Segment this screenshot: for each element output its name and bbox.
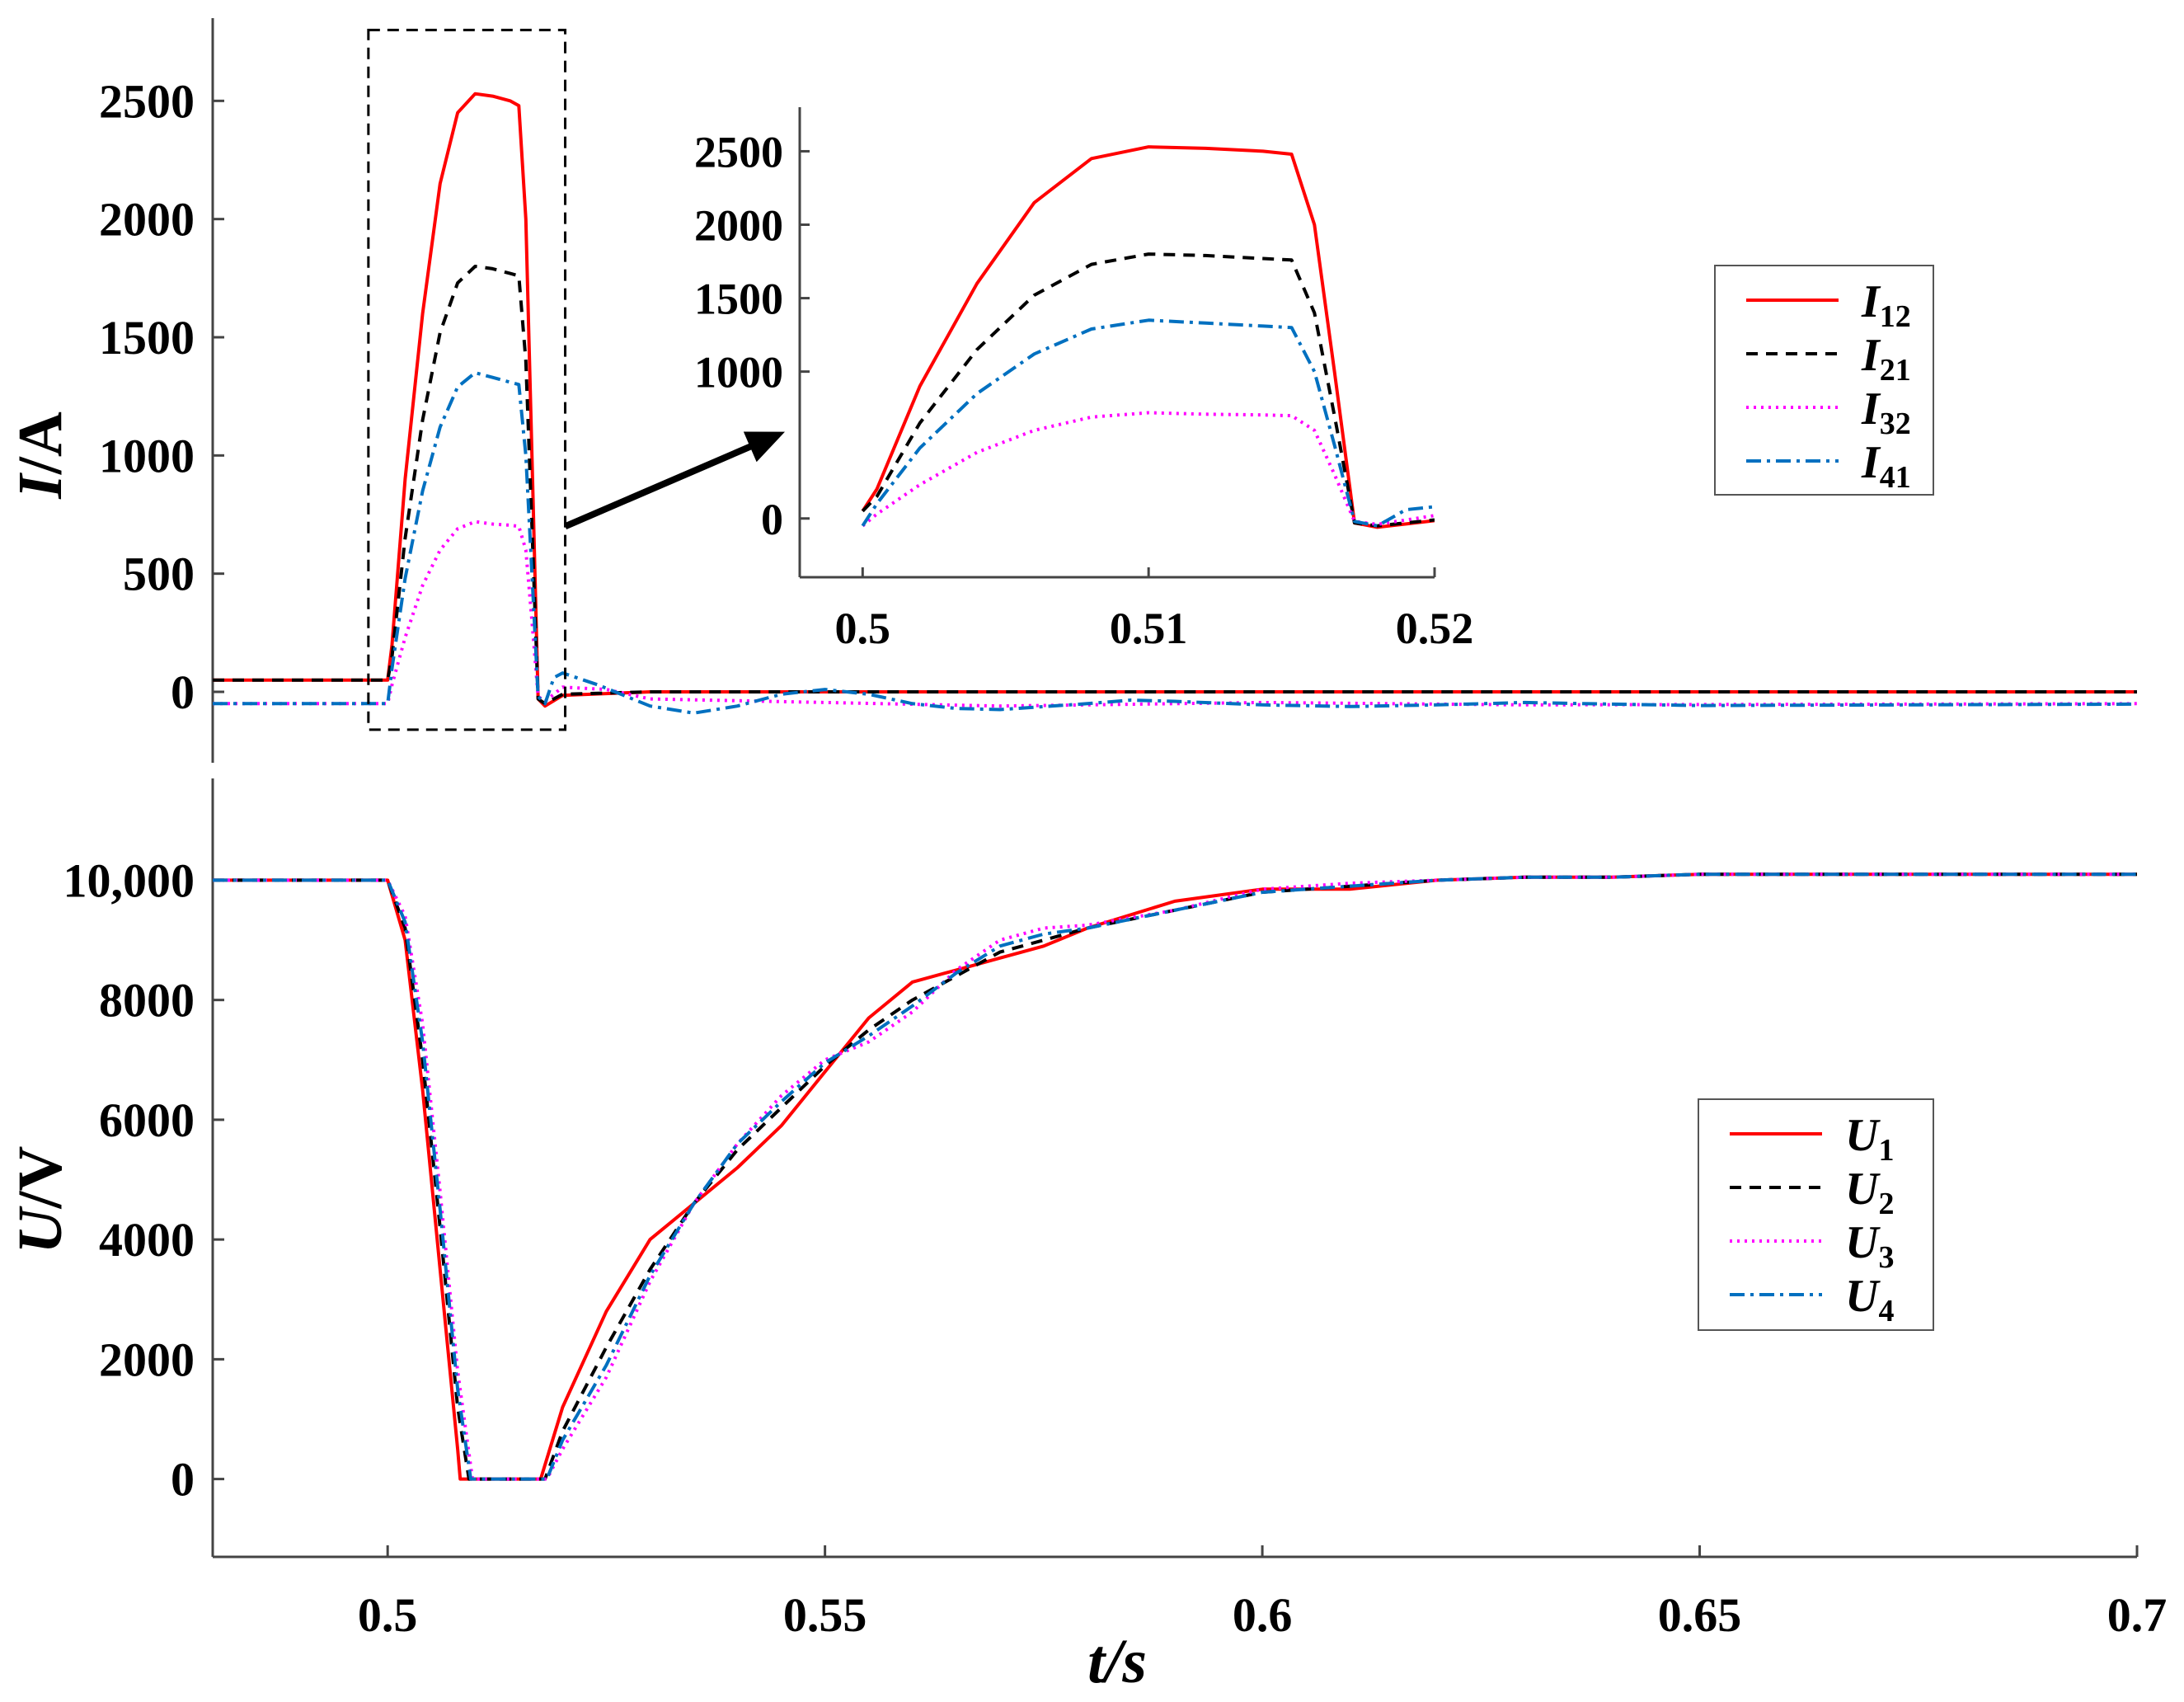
current-series-line-I21	[213, 265, 2137, 706]
axis-label-symbol: U	[6, 1205, 75, 1253]
voltage-y-tick-label: 6000	[99, 1093, 195, 1147]
inset-series-line-I41	[861, 318, 1435, 528]
legend-label-main: U	[1845, 1164, 1881, 1215]
inset-y-tick-label: 1500	[694, 275, 783, 324]
voltage-y-tick-label: 4000	[99, 1213, 195, 1267]
legend-label-subscript: 41	[1880, 460, 1911, 495]
legend-label-subscript: 12	[1880, 299, 1911, 334]
inset-x-tick-label: 0.5	[835, 604, 891, 653]
legend-label-subscript: 32	[1880, 407, 1911, 441]
inset-background	[800, 107, 1435, 577]
legend-label-subscript: 21	[1880, 353, 1911, 388]
current-plot: 0 500 1000 1500 2000 2500	[99, 18, 2137, 763]
axis-label-unit: /A	[6, 411, 75, 475]
legend-label-U3: U3	[1845, 1217, 1894, 1275]
legend-label-main: U	[1845, 1110, 1881, 1161]
inset-series-line-I21	[861, 252, 1435, 528]
legend-label-main: U	[1845, 1271, 1881, 1322]
voltage-x-tick-label: 0.7	[2107, 1588, 2168, 1642]
current-y-axis-label: I/A	[6, 411, 75, 500]
legend-box	[1698, 1098, 1934, 1331]
legend-box	[1714, 265, 1934, 496]
zoom-arrow-shaft	[563, 432, 777, 530]
current-y-tick-label: 2500	[99, 74, 195, 128]
inset-x-tick-label: 0.52	[1396, 604, 1474, 653]
current-y-tick-label: 2000	[99, 193, 195, 247]
legend-label-U4: U4	[1845, 1271, 1894, 1328]
current-y-tick-label: 500	[123, 548, 195, 601]
axis-labels: I/A U/V t/s	[6, 411, 1147, 1696]
voltage-x-tick-label: 0.65	[1658, 1588, 1742, 1642]
legend-label-I32: I32	[1861, 383, 1911, 441]
current-series-line-I41	[213, 371, 2137, 715]
current-y-tick-label: 0	[171, 665, 195, 719]
inset-y-tick-label: 2500	[694, 127, 783, 176]
legend-label-I41: I41	[1861, 437, 1911, 495]
legend-label-subscript: 2	[1878, 1187, 1894, 1221]
voltage-y-axis-label: U/V	[6, 1145, 75, 1253]
voltage-y-tick-label: 8000	[99, 974, 195, 1027]
current-y-tick-label: 1000	[99, 429, 195, 482]
legend-label-main: I	[1861, 383, 1881, 435]
zoom-box	[367, 28, 567, 731]
legend-label-main: I	[1861, 437, 1881, 488]
axis-label-unit: /V	[6, 1145, 75, 1209]
inset-y-tick-label: 0	[761, 495, 783, 544]
voltage-y-tick-label: 2000	[99, 1333, 195, 1386]
legend-label-U2: U2	[1845, 1164, 1894, 1221]
legend-label-subscript: 4	[1878, 1294, 1894, 1328]
voltage-x-tick-label: 0.6	[1233, 1588, 1293, 1642]
inset-y-tick-label: 2000	[694, 201, 783, 251]
current-y-tick-label: 1500	[99, 311, 195, 364]
voltage-series-line-U4	[213, 872, 2137, 1481]
inset-series-line-I32	[862, 411, 1435, 528]
legend-label-subscript: 1	[1878, 1133, 1894, 1168]
current-series-line-I12	[213, 92, 2137, 708]
legend-label-subscript: 3	[1878, 1240, 1894, 1275]
axis-label-symbol: I	[6, 473, 75, 500]
legend-label-U1: U1	[1845, 1110, 1894, 1168]
voltage-y-tick-label: 0	[171, 1453, 195, 1507]
inset-x-tick-label: 0.51	[1110, 604, 1188, 653]
legend-label-main: U	[1845, 1217, 1881, 1268]
legend-label-main: I	[1861, 276, 1881, 327]
current-series-line-I32	[213, 520, 2137, 708]
zoom-arrow-head	[743, 431, 785, 463]
voltage-x-tick-label: 0.5	[358, 1588, 418, 1642]
inset-series-line-I12	[861, 145, 1435, 529]
voltage-y-tick-label: 10,000	[63, 853, 195, 907]
time-x-axis-label: t/s	[1087, 1627, 1147, 1696]
legend-label-main: I	[1861, 330, 1881, 381]
inset-y-tick-label: 1000	[694, 348, 783, 397]
legend-label-I21: I21	[1861, 330, 1911, 388]
voltage-x-tick-label: 0.55	[783, 1588, 867, 1642]
legend-label-I12: I12	[1861, 276, 1911, 334]
voltage-plot: 0 2000 4000 6000 8000 10,000 0.5 0.55 0.6 0.65 0.7	[63, 778, 2168, 1642]
current-zoom-inset: 0 1000 1500 2000 2500 0.5 0.51 0.52	[694, 107, 1473, 653]
